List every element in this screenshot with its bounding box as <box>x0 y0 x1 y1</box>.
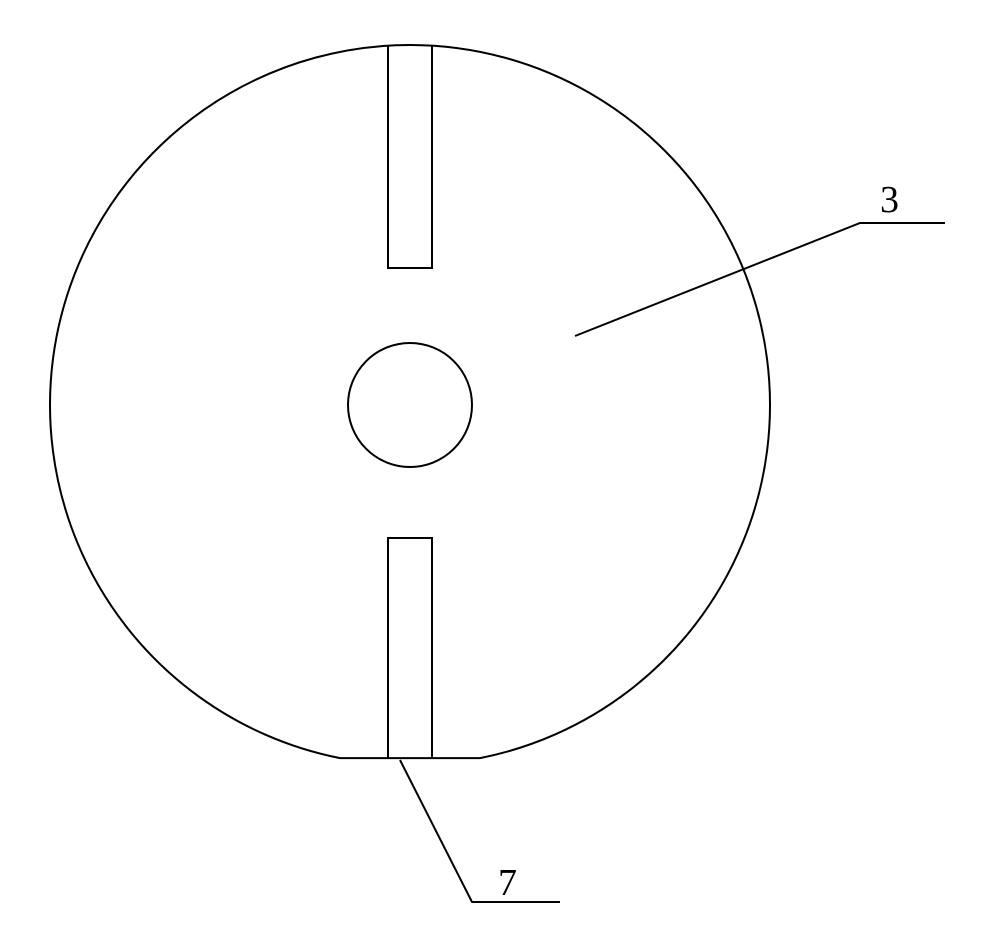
outer-disc <box>50 45 770 758</box>
slot-bottom <box>388 538 432 758</box>
label-7: 7 <box>498 862 517 904</box>
slot-top <box>388 46 432 268</box>
label-3: 3 <box>880 179 899 221</box>
leader-7 <box>400 760 560 902</box>
center-hole <box>348 343 472 467</box>
